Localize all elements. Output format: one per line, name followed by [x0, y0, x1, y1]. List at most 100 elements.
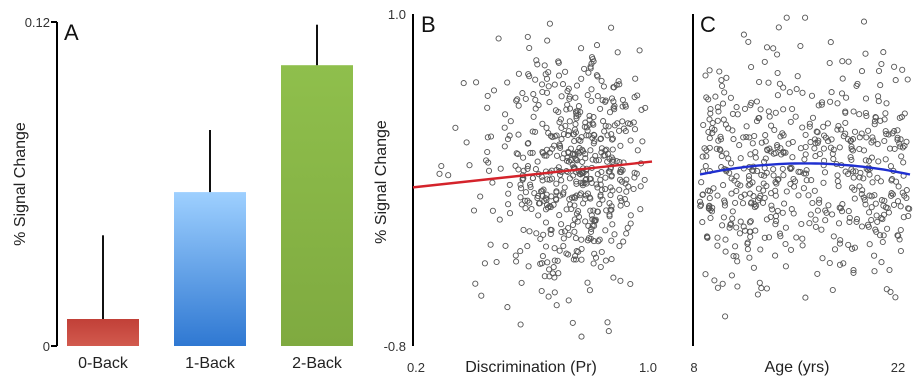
data-point	[812, 216, 819, 223]
data-point	[897, 136, 904, 143]
data-point	[594, 171, 601, 178]
data-point	[597, 105, 604, 112]
data-point	[820, 123, 827, 130]
data-point	[813, 128, 820, 135]
data-point	[808, 92, 816, 99]
data-point	[705, 128, 712, 136]
data-point	[720, 214, 727, 221]
data-point	[627, 220, 634, 227]
data-point	[553, 196, 560, 203]
panel-b-points	[436, 20, 649, 340]
data-point	[481, 260, 488, 267]
data-point	[463, 139, 470, 146]
data-point	[547, 230, 554, 238]
data-point	[586, 194, 593, 201]
data-point	[799, 124, 806, 131]
data-point	[544, 259, 551, 266]
data-point	[639, 138, 646, 145]
data-point	[883, 286, 890, 293]
data-point	[614, 49, 621, 56]
data-point	[624, 224, 631, 231]
data-point	[712, 93, 719, 100]
data-point	[619, 118, 626, 125]
panel-b-fit	[412, 160, 653, 189]
data-point	[811, 187, 818, 194]
data-point	[856, 183, 863, 190]
data-point	[484, 134, 491, 141]
data-point	[845, 241, 852, 248]
data-point	[787, 180, 794, 188]
data-point	[525, 263, 532, 270]
data-point	[790, 183, 798, 190]
data-point	[535, 102, 542, 109]
data-point	[702, 163, 709, 170]
data-point	[891, 128, 898, 135]
data-point	[772, 109, 779, 116]
data-point	[762, 138, 769, 145]
data-point	[504, 79, 511, 86]
data-point	[891, 145, 898, 152]
data-point	[586, 116, 593, 123]
panel-b-x-axis-label: Discrimination (Pr)	[465, 359, 597, 376]
data-point	[627, 212, 634, 219]
data-point	[748, 63, 755, 71]
data-point	[636, 47, 643, 54]
data-point	[736, 142, 743, 149]
data-point	[795, 192, 802, 199]
data-point	[756, 279, 763, 286]
data-point	[545, 69, 552, 76]
data-point	[582, 155, 589, 162]
data-point	[818, 99, 826, 106]
data-point	[633, 170, 640, 177]
data-point	[765, 234, 773, 241]
data-point	[466, 162, 473, 169]
data-point	[862, 157, 869, 164]
data-point	[836, 261, 844, 268]
data-point	[772, 252, 779, 259]
data-point	[901, 110, 908, 117]
data-point	[707, 110, 714, 117]
data-point	[593, 157, 600, 164]
data-point	[501, 143, 508, 150]
data-point	[551, 245, 558, 252]
data-point	[883, 130, 890, 138]
data-point	[850, 174, 857, 181]
data-point	[776, 80, 783, 87]
data-point	[538, 81, 546, 88]
data-point	[806, 220, 813, 227]
data-point	[570, 256, 577, 263]
data-point	[739, 200, 747, 207]
data-point	[752, 149, 759, 156]
data-point	[845, 58, 852, 65]
data-point	[578, 75, 585, 82]
data-point	[608, 203, 615, 210]
data-point	[765, 108, 772, 115]
data-point	[556, 212, 563, 219]
data-point	[848, 146, 855, 153]
data-point	[799, 235, 806, 242]
data-point	[487, 241, 494, 248]
data-point	[789, 154, 796, 161]
data-point	[593, 42, 601, 49]
data-point	[703, 147, 710, 154]
data-point	[733, 104, 740, 111]
data-point	[546, 149, 553, 156]
data-point	[613, 158, 620, 165]
data-point	[779, 165, 786, 172]
data-point	[729, 110, 736, 117]
data-point	[543, 89, 551, 96]
data-point	[877, 117, 884, 124]
data-point	[602, 227, 609, 234]
data-point	[542, 243, 550, 250]
data-point	[882, 204, 889, 211]
data-point	[782, 240, 789, 248]
data-point	[610, 98, 617, 105]
data-point	[768, 202, 775, 209]
data-point	[852, 168, 859, 175]
data-point	[524, 163, 532, 170]
data-point	[819, 255, 826, 262]
data-point	[709, 129, 716, 136]
data-point	[501, 124, 508, 131]
data-point	[698, 179, 705, 186]
data-point	[840, 260, 847, 267]
